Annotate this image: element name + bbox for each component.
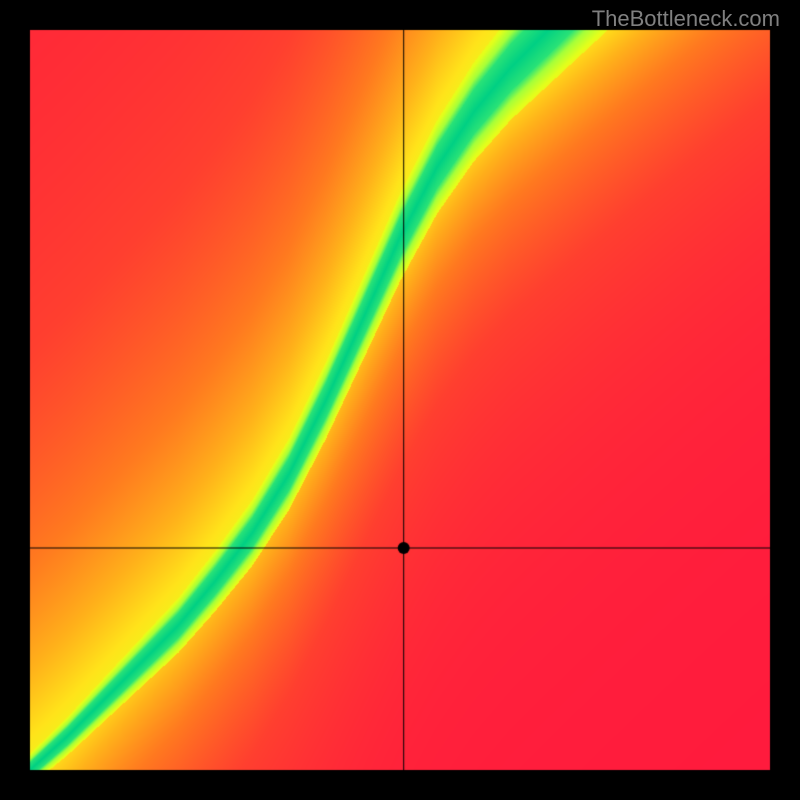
watermark-text: TheBottleneck.com	[592, 6, 780, 32]
heatmap-canvas	[0, 0, 800, 800]
